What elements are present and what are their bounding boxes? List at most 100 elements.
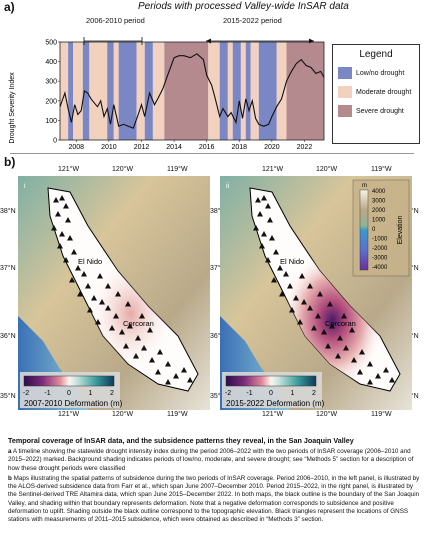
gnss-stations-left — [51, 195, 193, 385]
drought-band-21 — [286, 42, 324, 140]
map-corner-label-right: ii — [226, 183, 230, 190]
gnss-station-marker — [357, 369, 363, 375]
gnss-station-marker — [349, 327, 355, 333]
gnss-station-marker — [147, 327, 153, 333]
gnss-station-marker — [299, 273, 305, 279]
drought-band-20 — [276, 42, 287, 140]
drought-band-1 — [68, 42, 74, 140]
colorbar-title-right: 2015-2022 Deformation (m) — [226, 399, 325, 408]
drought-band-4 — [89, 42, 108, 140]
y-tick-label: 0 — [53, 138, 57, 145]
gnss-station-marker — [67, 235, 73, 241]
gnss-station-marker — [383, 367, 389, 373]
colorbar-tick: 2 — [312, 390, 316, 397]
drought-band-15 — [232, 42, 241, 140]
gnss-station-marker — [119, 329, 125, 335]
gnss-station-marker — [335, 353, 341, 359]
gnss-station-marker — [293, 295, 299, 301]
gnss-station-marker — [165, 361, 171, 367]
drought-chart: 0 100 200 300 400 500 2008 2010 2012 2014 2016 201… — [9, 37, 325, 151]
gnss-station-marker — [59, 231, 65, 237]
city-label-corcoran-left: Corcoran — [123, 319, 154, 328]
gnss-station-marker — [141, 345, 147, 351]
legend-swatch — [338, 67, 352, 79]
gnss-station-marker — [105, 283, 111, 289]
gnss-station-marker — [65, 217, 71, 223]
lat-label-mid-3: 36°N — [210, 333, 226, 340]
lon-label-bottom-right-3: 119°W — [371, 411, 392, 418]
caption-b-label: b — [8, 474, 12, 482]
colorbar-tick: -1 — [246, 390, 252, 397]
map-corner-label-left: i — [24, 183, 26, 190]
x-tick-label: 2016 — [199, 144, 215, 151]
gnss-station-marker — [283, 271, 289, 277]
panel-b-label: b) — [4, 155, 16, 169]
elevation-tick: -1000 — [372, 237, 388, 243]
drought-band-11 — [164, 42, 209, 140]
gnss-station-marker — [267, 217, 273, 223]
caption-a-label: a — [8, 448, 12, 455]
gnss-station-marker — [315, 313, 321, 319]
elevation-tick: -2000 — [372, 246, 388, 252]
panel-a-label: a) — [4, 0, 15, 14]
x-tick-label: 2012 — [134, 144, 150, 151]
drought-band-2 — [73, 42, 83, 140]
gnss-station-marker — [97, 273, 103, 279]
legend-items: Low/no drought Moderate drought Severe dro… — [333, 67, 419, 117]
drought-band-13 — [219, 42, 228, 140]
lon-label-left-1: 121°W — [58, 166, 80, 173]
drought-band-18 — [250, 42, 259, 140]
drought-band-9 — [144, 42, 153, 140]
map-2007-2010: i El Nido Corcoran -2 -1 0 1 2 2007-2010 Def… — [18, 176, 210, 410]
drought-band-5 — [107, 42, 114, 140]
lon-label-right-3: 119°W — [371, 166, 392, 173]
gnss-station-marker — [327, 301, 333, 307]
lat-label-mid-4: 35°N — [210, 393, 226, 400]
drought-band-14 — [227, 42, 233, 140]
gnss-station-marker — [85, 283, 91, 289]
gnss-station-marker — [329, 323, 335, 329]
colorbar-tick: -1 — [44, 390, 50, 397]
gnss-station-marker — [301, 299, 307, 305]
gnss-station-marker — [297, 319, 303, 325]
gnss-station-marker — [75, 265, 81, 271]
gnss-station-marker — [289, 307, 295, 313]
gnss-station-marker — [87, 307, 93, 313]
elevation-tick: 0 — [372, 227, 376, 233]
gnss-station-marker — [77, 291, 83, 297]
gnss-station-marker — [69, 277, 75, 283]
drought-band-16 — [240, 42, 246, 140]
legend-swatch — [338, 105, 352, 117]
lon-label-left-2: 120°W — [112, 166, 134, 173]
caption-b-text: Maps illustrating the spatial patterns o… — [8, 474, 420, 524]
gnss-station-marker — [261, 231, 267, 237]
y-tick-label: 300 — [45, 79, 57, 86]
drought-band-17 — [245, 42, 251, 140]
legend-item: Severe drought — [338, 105, 419, 117]
gnss-station-marker — [81, 271, 87, 277]
x-tick-label: 2014 — [166, 144, 182, 151]
gnss-stations-right — [253, 195, 395, 385]
x-axis-ticks: 2008 2010 2012 2014 2016 2018 2020 2022 — [69, 140, 313, 151]
lon-label-bottom-left-3: 119°W — [167, 411, 188, 418]
lat-label-left-3: 36°N — [0, 333, 16, 340]
panel-a-title: Periods with processed Valley-wide InSAR… — [138, 1, 349, 12]
lat-label-left-4: 35°N — [0, 393, 16, 400]
gnss-station-marker — [277, 265, 283, 271]
gnss-station-marker — [59, 195, 65, 201]
x-tick-label: 2022 — [297, 144, 313, 151]
elevation-ticks: 4000 3000 2000 1000 0 -1000 -2000 -3000 -4000 — [372, 189, 388, 271]
elevation-tick: 4000 — [372, 189, 386, 195]
period-1-label: 2006-2010 period — [86, 16, 145, 25]
gnss-station-marker — [63, 203, 69, 209]
colorbar-title-left: 2007-2010 Deformation (m) — [24, 399, 123, 408]
y-tick-label: 400 — [45, 59, 57, 66]
gnss-station-marker — [173, 373, 179, 379]
city-label-corcoran-right: Corcoran — [325, 319, 356, 328]
gnss-station-marker — [113, 313, 119, 319]
y-axis-label: Drought Severity Index — [9, 72, 16, 144]
colorbar-tick: 1 — [291, 390, 295, 397]
drought-severity-line — [59, 53, 325, 129]
gnss-station-marker — [341, 313, 347, 319]
legend-title: Legend — [359, 49, 393, 60]
